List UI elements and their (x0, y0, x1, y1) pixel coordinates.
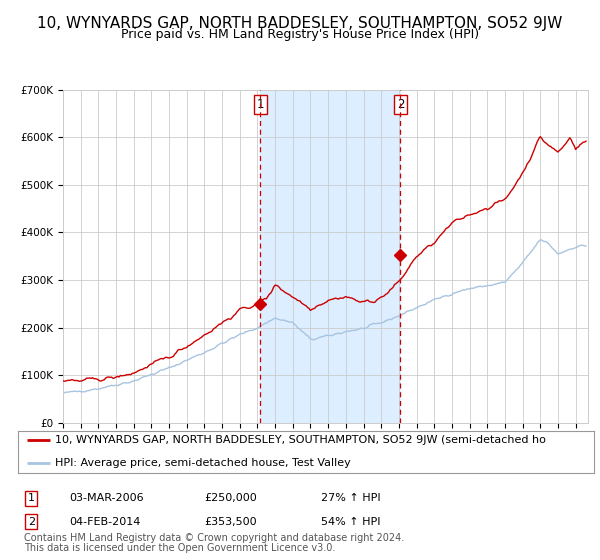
Bar (260, 90, 400, 423)
Text: 1: 1 (257, 98, 264, 111)
Text: 04-FEB-2014: 04-FEB-2014 (69, 517, 140, 527)
Text: 2: 2 (397, 98, 404, 111)
Text: 27% ↑ HPI: 27% ↑ HPI (321, 493, 380, 503)
Text: 1: 1 (28, 493, 35, 503)
Text: HPI: Average price, semi-detached house, Test Valley: HPI: Average price, semi-detached house,… (55, 458, 351, 468)
Text: £353,500: £353,500 (204, 517, 257, 527)
Text: 10, WYNYARDS GAP, NORTH BADDESLEY, SOUTHAMPTON, SO52 9JW (semi-detached ho: 10, WYNYARDS GAP, NORTH BADDESLEY, SOUTH… (55, 436, 547, 445)
Text: This data is licensed under the Open Government Licence v3.0.: This data is licensed under the Open Gov… (24, 543, 335, 553)
Text: 54% ↑ HPI: 54% ↑ HPI (321, 517, 380, 527)
Text: Price paid vs. HM Land Registry's House Price Index (HPI): Price paid vs. HM Land Registry's House … (121, 28, 479, 41)
Text: 10, WYNYARDS GAP, NORTH BADDESLEY, SOUTHAMPTON, SO52 9JW: 10, WYNYARDS GAP, NORTH BADDESLEY, SOUTH… (37, 16, 563, 31)
Text: Contains HM Land Registry data © Crown copyright and database right 2024.: Contains HM Land Registry data © Crown c… (24, 533, 404, 543)
Text: £250,000: £250,000 (204, 493, 257, 503)
Text: 2: 2 (28, 517, 35, 527)
Text: 03-MAR-2006: 03-MAR-2006 (69, 493, 143, 503)
